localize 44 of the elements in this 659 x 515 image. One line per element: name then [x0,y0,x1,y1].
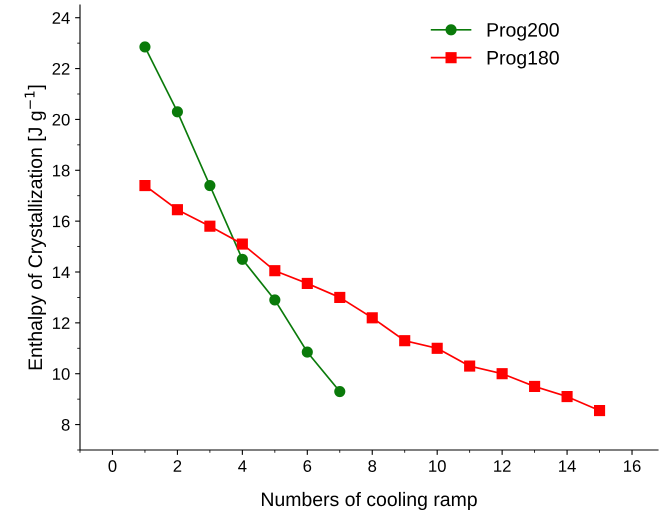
x-tick-label: 4 [238,460,247,472]
y-tick-label: 24 [52,12,70,24]
y-tick-label: 22 [52,62,70,75]
x-tick-label: 8 [368,460,376,472]
point [139,180,150,192]
point [366,312,378,324]
x-tick-label: 0 [108,460,116,472]
point [204,220,216,232]
legend-label: Prog200 [488,23,559,41]
x-tick-label: 12 [494,460,511,472]
point [269,294,280,306]
y-tick-label: 12 [53,317,70,329]
x-tick-label: 14 [559,460,576,472]
y-tick-label: 20 [52,114,70,126]
point [172,204,183,216]
point [464,360,476,372]
point [302,278,313,289]
point [334,292,346,303]
point [204,180,216,192]
point [172,106,183,118]
point [139,41,150,53]
x-tick-label: 10 [429,460,446,472]
point [334,386,346,398]
point [562,391,573,402]
point [399,335,410,346]
point [432,342,443,354]
y-tick-label: 10 [53,368,70,380]
x-tick-label: 16 [624,460,641,472]
point [594,405,606,416]
point [269,265,280,276]
point [302,346,313,358]
point [496,368,508,380]
point [236,254,248,265]
x-tick-label: 6 [304,460,312,472]
x-tick-label: 2 [174,460,182,472]
point [529,380,540,392]
y-tick-label: 8 [62,418,70,431]
point [236,238,248,250]
y-tick-label: 14 [53,266,70,278]
y-axis-title: Enthalpy of Crystallization [J g$^{−1}$] [24,86,46,370]
legend-label: Prog180 [488,50,559,68]
y-tick-label: 18 [53,164,70,176]
x-axis-title: Numbers of cooling ramp [262,492,477,510]
y-tick-label: 16 [53,216,70,228]
